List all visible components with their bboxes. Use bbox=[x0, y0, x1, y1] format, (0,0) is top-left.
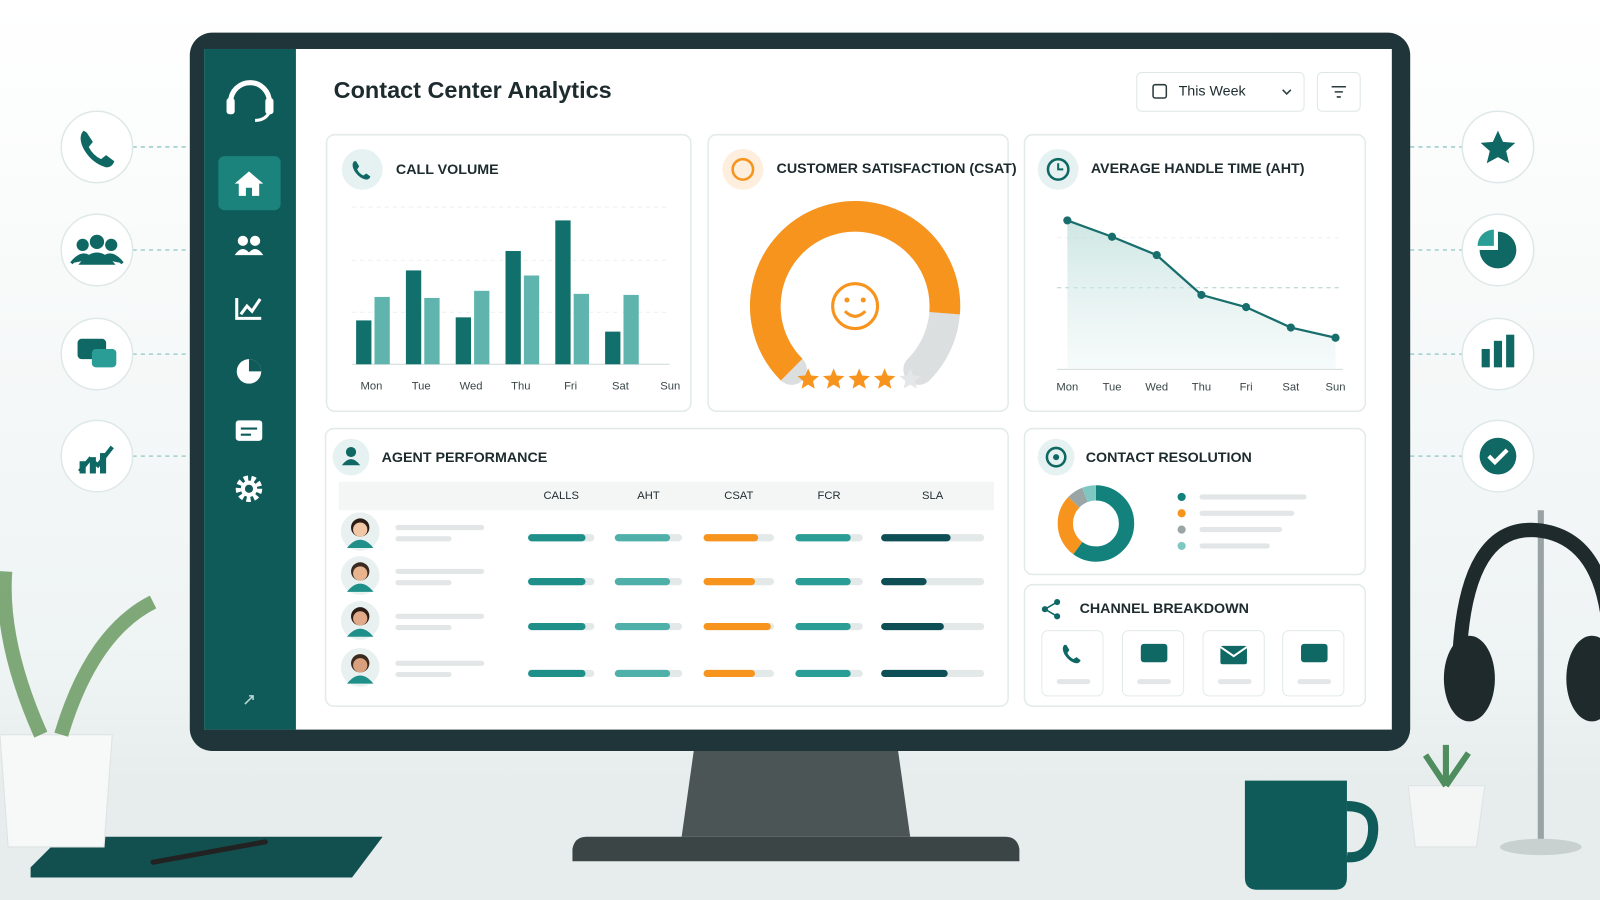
filter-button[interactable] bbox=[1316, 71, 1361, 112]
point bbox=[1107, 232, 1117, 241]
x-tick-label: Sun bbox=[660, 381, 680, 393]
nav-settings[interactable] bbox=[235, 475, 263, 503]
decoration bbox=[844, 297, 850, 303]
bar bbox=[424, 297, 440, 365]
nav-breakdown[interactable] bbox=[236, 359, 262, 384]
x-tick-label: Fri bbox=[1240, 382, 1253, 394]
bar bbox=[623, 294, 639, 365]
decoration bbox=[353, 611, 368, 626]
decoration bbox=[353, 658, 368, 673]
column-header: CALLS bbox=[543, 490, 579, 502]
card-title: CALL VOLUME bbox=[396, 162, 499, 178]
gauge-value bbox=[750, 201, 961, 381]
donut-segment bbox=[1057, 485, 1135, 562]
column-header: FCR bbox=[818, 490, 841, 502]
desk-props bbox=[0, 510, 1600, 890]
card-title: AGENT PERFORMANCE bbox=[382, 450, 548, 466]
card bbox=[1023, 583, 1367, 707]
decoration bbox=[346, 675, 374, 684]
decoration bbox=[353, 566, 368, 581]
rating-star bbox=[797, 368, 819, 389]
bar bbox=[474, 290, 490, 365]
x-tick-label: Sat bbox=[1282, 382, 1300, 394]
rating-star bbox=[848, 368, 870, 389]
card-icon bbox=[341, 148, 383, 190]
x-tick-label: Thu bbox=[1192, 382, 1211, 394]
x-tick-label: Tue bbox=[412, 381, 431, 393]
x-tick-label: Mon bbox=[1056, 382, 1078, 394]
bar bbox=[455, 317, 472, 365]
rating-star bbox=[873, 368, 896, 389]
nav-collapse[interactable] bbox=[244, 695, 254, 705]
bar bbox=[573, 293, 589, 365]
decoration bbox=[843, 310, 867, 318]
period-select[interactable]: This Week bbox=[1136, 71, 1305, 112]
card-title: CONTACT RESOLUTION bbox=[1086, 450, 1252, 466]
donut-segment bbox=[1057, 485, 1135, 562]
channel-tiles bbox=[1041, 630, 1345, 697]
bar bbox=[523, 275, 540, 365]
decoration bbox=[346, 539, 374, 548]
x-tick-label: Mon bbox=[361, 381, 383, 393]
side-icons bbox=[60, 110, 1535, 493]
legend-dot bbox=[1177, 509, 1186, 518]
point bbox=[1197, 290, 1206, 299]
point bbox=[1331, 333, 1340, 342]
decoration bbox=[860, 297, 866, 303]
period-label: This Week bbox=[1179, 84, 1247, 100]
legend-dot bbox=[1177, 541, 1186, 550]
table-header bbox=[338, 481, 994, 511]
point bbox=[1242, 303, 1251, 312]
rating-star bbox=[899, 368, 921, 389]
sidebar bbox=[218, 80, 281, 705]
card-title: CUSTOMER SATISFACTION (CSAT) bbox=[777, 161, 1017, 177]
x-tick-label: Fri bbox=[564, 381, 577, 393]
x-tick-label: Thu bbox=[511, 381, 530, 393]
decoration bbox=[346, 583, 374, 592]
x-tick-label: Sat bbox=[612, 381, 630, 393]
bar bbox=[505, 251, 521, 365]
nav-reports[interactable] bbox=[235, 297, 262, 320]
card-icon bbox=[722, 148, 764, 190]
legend-dot bbox=[1177, 525, 1186, 534]
bar bbox=[374, 296, 390, 365]
rating-star bbox=[822, 368, 845, 389]
page-title: Contact Center Analytics bbox=[334, 77, 612, 103]
bar bbox=[356, 320, 372, 365]
card-icon bbox=[1041, 598, 1061, 620]
column-header: SLA bbox=[922, 490, 944, 502]
point bbox=[1286, 323, 1295, 332]
x-tick-label: Sun bbox=[1326, 382, 1346, 394]
column-header: AHT bbox=[637, 490, 660, 502]
bar bbox=[405, 270, 422, 365]
decoration bbox=[831, 282, 880, 331]
column-header: CSAT bbox=[724, 490, 753, 502]
point bbox=[1152, 251, 1161, 260]
card bbox=[1023, 427, 1367, 576]
legend-dot bbox=[1177, 492, 1186, 502]
bar bbox=[605, 331, 621, 365]
decoration bbox=[346, 628, 374, 637]
x-tick-label: Tue bbox=[1103, 382, 1122, 394]
decoration bbox=[353, 522, 368, 537]
x-tick-label: Wed bbox=[1145, 382, 1168, 394]
bar bbox=[555, 220, 571, 365]
card-title: AVERAGE HANDLE TIME (AHT) bbox=[1091, 161, 1305, 177]
card-title: CHANNEL BREAKDOWN bbox=[1080, 601, 1249, 617]
point bbox=[1063, 216, 1072, 225]
nav-messages[interactable] bbox=[235, 420, 263, 441]
nav-agents[interactable] bbox=[234, 235, 264, 256]
x-tick-label: Wed bbox=[460, 381, 483, 393]
